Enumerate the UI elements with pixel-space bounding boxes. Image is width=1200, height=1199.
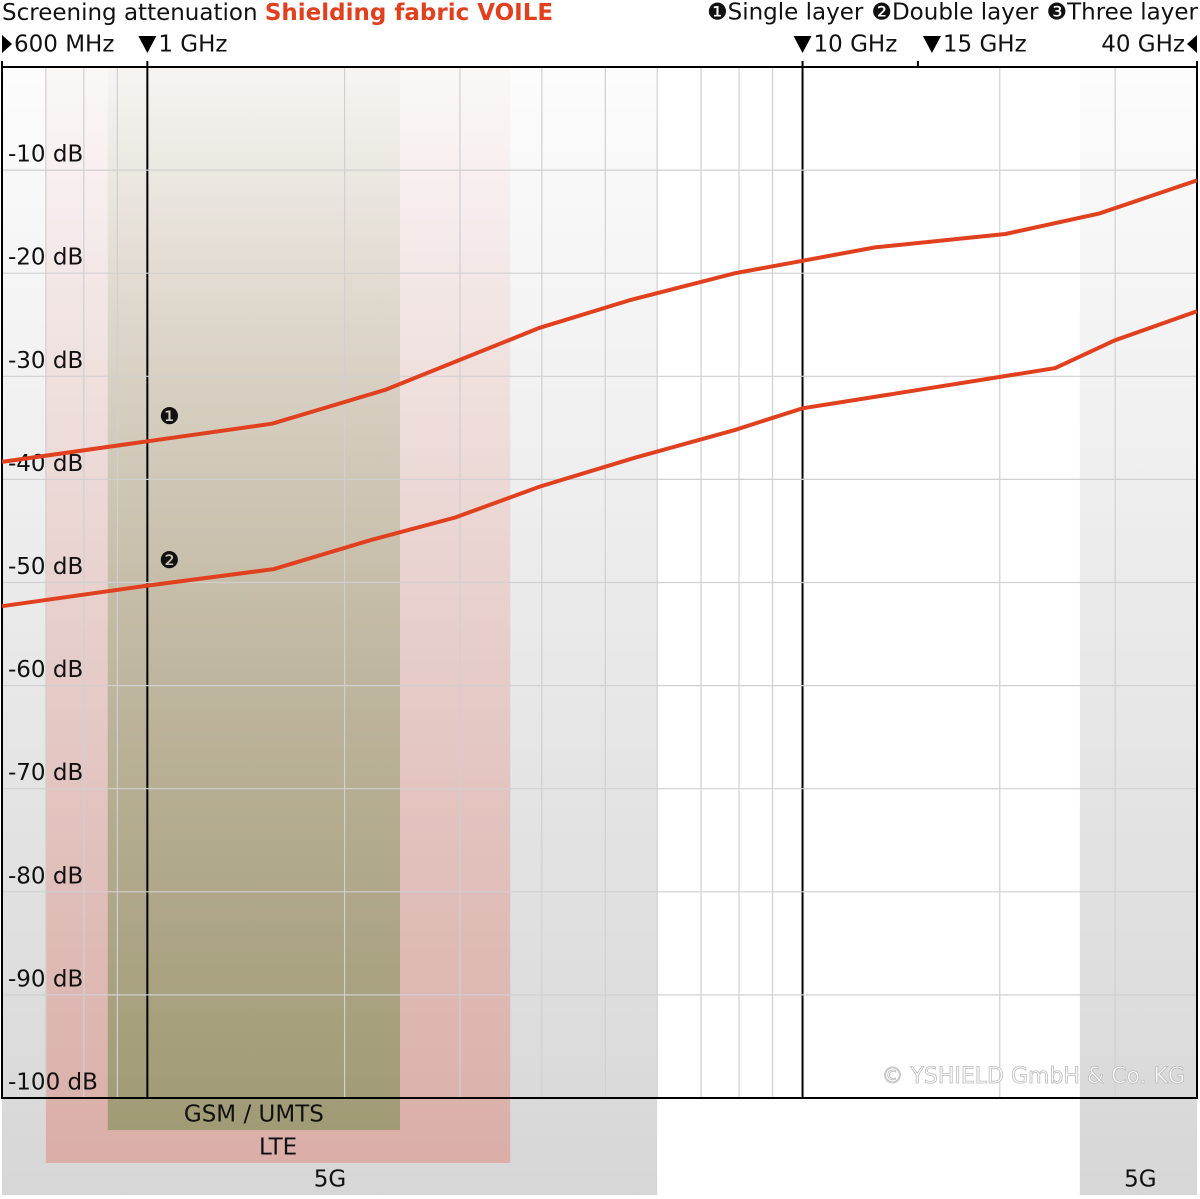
band-label: GSM / UMTS [184,1102,324,1128]
subtitle: Shielding fabric VOILE [265,0,553,26]
copyright: © YSHIELD GmbH & Co. KG [881,1064,1185,1089]
y-tick-label: -70 dB [8,760,83,786]
legend-label: Double layer [892,0,1039,26]
series-marker: ❶ [159,404,180,430]
band-label: 5G [314,1167,346,1193]
legend-marker: ❶ [707,0,728,26]
legend-label: Three layer [1066,0,1198,26]
legend-label: Single layer [728,0,864,26]
y-tick-label: -50 dB [8,554,83,580]
frequency-band [107,67,400,1130]
x-tick-label: 40 GHz [1101,32,1185,58]
y-tick-label: -10 dB [8,142,83,168]
tick-pointer [922,36,941,53]
x-tick-label: 600 MHz [14,32,114,58]
tick-pointer [2,35,12,53]
series-marker: ❷ [159,548,180,574]
x-tick-label: 1 GHz [158,32,227,58]
x-tick-label: 15 GHz [943,32,1027,58]
x-tick-label: 10 GHz [814,32,898,58]
data-line [1,309,1198,609]
legend-marker: ❸ [1046,0,1067,26]
tick-pointer [1187,35,1197,53]
tick-pointer [138,36,157,53]
y-tick-label: -90 dB [8,966,83,992]
band-label: LTE [259,1135,297,1161]
grid [2,67,1197,1098]
bands [2,67,1197,1195]
y-tick-label: -80 dB [8,863,83,889]
legend-marker: ❷ [871,0,892,26]
y-tick-label: -100 dB [8,1070,98,1096]
title: Screening attenuation [2,0,258,26]
y-tick-label: -30 dB [8,348,83,374]
plot-frame [1,66,1198,1099]
data-line [1,178,1198,464]
chart-title: Screening attenuation Shielding fabric V… [2,0,553,26]
frequency-band [1079,67,1197,1195]
y-tick-label: -60 dB [8,657,83,683]
tick-pointer [793,36,812,53]
band-label: 5G [1124,1167,1156,1193]
y-tick-label: -20 dB [8,245,83,271]
